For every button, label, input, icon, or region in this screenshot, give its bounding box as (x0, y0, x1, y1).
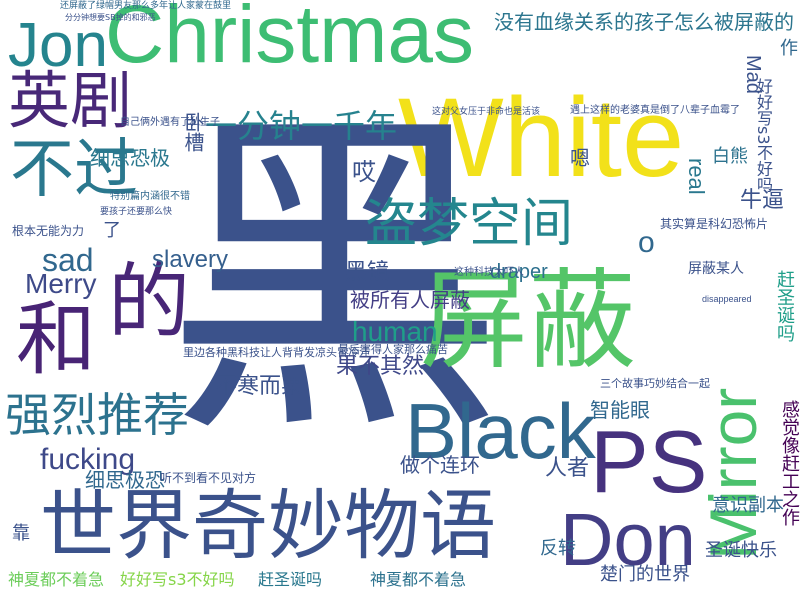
word-buhan: 不寒而栗 (215, 374, 304, 399)
word-de: 的 (108, 255, 191, 350)
word-sad: sad (42, 242, 94, 278)
word-le: 了 (103, 220, 121, 241)
phrase-tebie: 特别篇内涵很不错 (110, 191, 190, 202)
word-beisuoyou: 被所有人屏蔽 (350, 288, 470, 312)
phrase-zuihou: 最后害得人家那么痛苦 (338, 343, 448, 356)
word-haohaoxie-vertical: 好好写s3不好吗 (754, 78, 773, 193)
phrase-genben: 根本无能为力 (12, 224, 85, 238)
phrase-jiyu: 遇上这样的老婆真是倒了八辈子血霉了 (570, 105, 740, 116)
word-chumen: 楚门的世界 (600, 564, 690, 585)
word-qishi: 其实算是科幻恐怖片 (660, 217, 769, 231)
word-qianglie: 强烈推荐 (5, 388, 189, 442)
word-xibu2: 细思极恐 (85, 468, 165, 492)
word-mirror: Mirror (696, 387, 770, 560)
word-christmas: Christmas (105, 0, 475, 80)
word-baixiong: 白熊 (712, 146, 748, 167)
phrase-zhege: 这种科技太吓人 (454, 267, 524, 278)
word-haohaoxie: 好好写s3不好吗 (120, 570, 235, 589)
word-jon: Jon (8, 11, 108, 80)
word-real: real (684, 158, 709, 195)
word-white: White (398, 75, 685, 200)
word-daomeng: 盗梦空间 (365, 194, 574, 254)
word-mad: Mad (742, 55, 764, 94)
word-merry: Merry (25, 268, 97, 299)
word-don: Don (560, 498, 696, 581)
phrase-yaowa: 要孩子还要那么快 (100, 207, 173, 217)
word-slavery: slavery (152, 246, 229, 273)
phrase-fenfen: 分分钟想要SB掉的和邪恶 (65, 13, 156, 22)
word-draper: draper (490, 261, 548, 283)
word-ganshengdan-vertical: 赶圣诞吗 (774, 270, 795, 342)
word-fanzhuan: 反转 (540, 538, 576, 559)
phrase-zijiliang: 自己俩外遇有了私生子 (120, 117, 220, 128)
word-yingju: 英剧 (8, 64, 133, 137)
word-heijing: 黑镜 (345, 260, 390, 285)
phrase-huanying: 还屏蔽了绿帽男友那么多年让人家蒙在鼓里 (60, 1, 232, 11)
word-he: 和 (16, 293, 96, 386)
word-ganshengdan: 赶圣诞吗 (258, 570, 323, 589)
word-buguo: 不过 (10, 133, 138, 207)
word-ai: 哎 (352, 158, 376, 186)
word-niubi: 牛逼 (740, 188, 785, 213)
word-shengdan: 圣诞快乐 (705, 540, 777, 561)
word-shenxia: 神夏都不着急 (8, 570, 105, 589)
word-wotao: 卧槽 (181, 112, 205, 152)
word-fucking: fucking (40, 443, 136, 476)
word-kao: 靠 (12, 523, 30, 544)
word-o: o (638, 226, 655, 259)
word-guoburan: 果不其然 (336, 354, 425, 379)
word-pingbimouren: 屏蔽某人 (688, 261, 744, 277)
phrase-disappeared: disappeared (702, 294, 752, 304)
word-meiyou: 没有血缘关系的孩子怎么被屏蔽的 (494, 10, 794, 34)
word-ganjue: 感觉像赶工之作 (779, 400, 800, 526)
word-big-char: 黑 (165, 82, 505, 478)
word-renzhe: 人者 (545, 456, 590, 481)
word-shijie: 世界奇妙物语 (40, 481, 496, 570)
word-shenxia2: 神夏都不着急 (370, 570, 467, 589)
word-black: Black (405, 387, 596, 475)
phrase-ting: 听不到看不见对方 (160, 471, 257, 485)
word-ps: PS (590, 412, 708, 511)
word-zuoge: 做个连环 (400, 453, 480, 477)
word-human: human (352, 316, 438, 347)
phrase-libian: 里边各种黑科技让人背背发凉头冒冷汗 (183, 346, 370, 359)
word-zuo: 作 (780, 38, 798, 59)
word-en: 嗯 (570, 146, 590, 170)
word-yishi: 意识副本 (712, 495, 784, 516)
word-xibu: 细思恐极 (90, 146, 170, 170)
word-pingbi: 屏蔽 (420, 259, 637, 384)
word-fenzhong: 一分钟一千年 (205, 107, 398, 145)
word-zhinengyan: 智能眼 (590, 398, 650, 422)
phrase-yinci: 三个故事巧妙结合一起 (600, 377, 710, 390)
phrase-zheyao: 这对父女压于非命也是活该 (432, 107, 541, 117)
